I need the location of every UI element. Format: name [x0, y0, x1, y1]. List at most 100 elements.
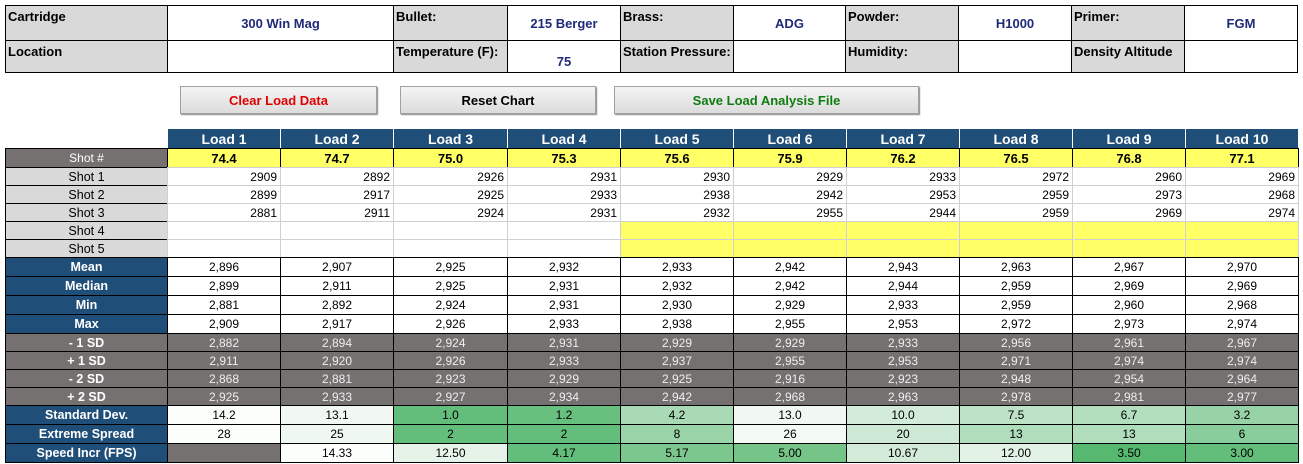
- data-cell: 3.00: [1185, 443, 1299, 463]
- data-cell: 2911: [280, 203, 394, 222]
- field-value: H1000: [958, 5, 1072, 41]
- data-cell: [959, 239, 1073, 258]
- data-cell: 2: [393, 424, 508, 444]
- data-cell: 2,925: [620, 369, 734, 388]
- data-cell: 2,926: [393, 351, 508, 370]
- load-header: Load 6: [733, 128, 847, 149]
- data-cell: 2,920: [280, 351, 394, 370]
- data-cell: 2,944: [846, 276, 960, 296]
- data-cell: 3.50: [1072, 443, 1186, 463]
- button[interactable]: Reset Chart: [400, 86, 596, 114]
- data-cell: 2,881: [280, 369, 394, 388]
- data-cell: 2,963: [846, 387, 960, 406]
- load-header: Load 4: [507, 128, 621, 149]
- data-cell: 2926: [393, 167, 508, 186]
- shot-number: 75.3: [507, 148, 621, 168]
- data-cell: 2,923: [846, 369, 960, 388]
- shot-number: 77.1: [1185, 148, 1299, 168]
- row-label: + 1 SD: [5, 351, 168, 370]
- data-cell: 2,933: [846, 333, 960, 352]
- data-cell: [620, 239, 734, 258]
- data-cell: 2,942: [620, 387, 734, 406]
- data-cell: 2,931: [507, 295, 621, 315]
- field-label: Cartridge: [5, 5, 168, 41]
- data-cell: 2: [507, 424, 621, 444]
- row-label: + 2 SD: [5, 387, 168, 406]
- button[interactable]: Save Load Analysis File: [614, 86, 919, 114]
- load-header: Load 7: [846, 128, 960, 149]
- data-cell: 2,968: [1185, 295, 1299, 315]
- row-label: Shot 3: [5, 203, 168, 222]
- data-cell: 2924: [393, 203, 508, 222]
- data-cell: 2,968: [733, 387, 847, 406]
- data-cell: 7.5: [959, 405, 1073, 425]
- data-cell: 2,963: [959, 257, 1073, 277]
- data-cell: 2,978: [959, 387, 1073, 406]
- data-cell: [846, 239, 960, 258]
- data-cell: 5.17: [620, 443, 734, 463]
- data-cell: 13: [1072, 424, 1186, 444]
- row-label: - 2 SD: [5, 369, 168, 388]
- data-cell: [733, 221, 847, 240]
- data-cell: 4.2: [620, 405, 734, 425]
- load-header: Load 8: [959, 128, 1073, 149]
- data-cell: 4.17: [507, 443, 621, 463]
- data-cell: 2,959: [959, 295, 1073, 315]
- data-cell: 2,937: [620, 351, 734, 370]
- data-cell: 2944: [846, 203, 960, 222]
- data-cell: 2,925: [393, 257, 508, 277]
- row-label: Shot #: [5, 148, 168, 168]
- row-label: Min: [5, 295, 168, 315]
- data-cell: [846, 221, 960, 240]
- data-cell: 2,892: [280, 295, 394, 315]
- data-cell: 2,899: [167, 276, 281, 296]
- data-cell: 2,932: [507, 257, 621, 277]
- data-cell: [507, 239, 621, 258]
- data-cell: 2,938: [620, 314, 734, 334]
- button[interactable]: Clear Load Data: [180, 86, 377, 114]
- data-cell: 3.2: [1185, 405, 1299, 425]
- data-cell: 2,934: [507, 387, 621, 406]
- data-cell: 2,942: [733, 276, 847, 296]
- data-cell: 2960: [1072, 167, 1186, 186]
- data-cell: 2932: [620, 203, 734, 222]
- row-label: Shot 2: [5, 185, 168, 204]
- data-cell: 2,924: [393, 333, 508, 352]
- load-header: Load 10: [1185, 128, 1299, 149]
- data-cell: 2938: [620, 185, 734, 204]
- field-value: [733, 40, 846, 73]
- data-cell: 2974: [1185, 203, 1299, 222]
- data-cell: 2933: [507, 185, 621, 204]
- data-cell: 2,954: [1072, 369, 1186, 388]
- data-cell: [1185, 221, 1299, 240]
- data-cell: 14.33: [280, 443, 394, 463]
- data-cell: 2,929: [507, 369, 621, 388]
- field-value: FGM: [1184, 5, 1298, 41]
- row-label: Standard Dev.: [5, 405, 168, 425]
- data-cell: [393, 239, 508, 258]
- field-label: Primer:: [1071, 5, 1185, 41]
- shot-number: 75.9: [733, 148, 847, 168]
- data-cell: 2,967: [1185, 333, 1299, 352]
- data-cell: 2,948: [959, 369, 1073, 388]
- data-cell: 2,929: [733, 333, 847, 352]
- data-cell: 2,967: [1072, 257, 1186, 277]
- data-cell: 2,924: [393, 295, 508, 315]
- data-cell: [167, 239, 281, 258]
- data-cell: 2,925: [393, 276, 508, 296]
- data-cell: 6.7: [1072, 405, 1186, 425]
- data-cell: [280, 221, 394, 240]
- data-cell: 6: [1185, 424, 1299, 444]
- data-cell: [507, 221, 621, 240]
- data-cell: 2,907: [280, 257, 394, 277]
- data-cell: 2972: [959, 167, 1073, 186]
- load-header: Load 3: [393, 128, 508, 149]
- data-cell: [167, 443, 281, 463]
- field-value: [1184, 40, 1298, 73]
- shot-number: 74.7: [280, 148, 394, 168]
- field-value: 300 Win Mag: [167, 5, 394, 41]
- data-cell: 2,964: [1185, 369, 1299, 388]
- field-value: ADG: [733, 5, 846, 41]
- data-cell: 2,974: [1072, 351, 1186, 370]
